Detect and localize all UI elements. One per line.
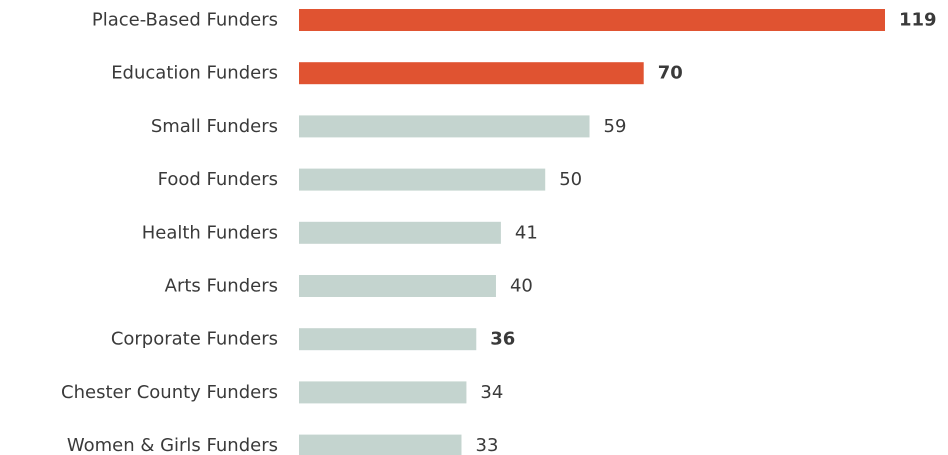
bar-corporate-funders [299,328,477,351]
bar-place-based-funders [299,9,885,31]
category-label-women-and-girls-funders: Women & Girls Funders [67,435,278,455]
value-label-education-funders: 70 [658,63,683,84]
bar-education-funders [299,62,644,85]
bar-small-funders [299,115,590,138]
value-label-arts-funders: 40 [510,276,533,297]
category-label-health-funders: Health Funders [142,222,278,243]
category-label-education-funders: Education Funders [111,63,278,84]
category-label-small-funders: Small Funders [151,116,278,137]
value-label-chester-county-funders: 34 [480,382,503,403]
bar-chester-county-funders [299,381,467,404]
value-label-health-funders: 41 [515,222,538,243]
bar-arts-funders [299,275,496,297]
value-label-food-funders: 50 [559,169,582,190]
value-labels: 119 70 59 50 41 40 36 34 33 [476,10,937,455]
bar-health-funders [299,221,501,244]
value-label-corporate-funders: 36 [490,329,515,350]
value-label-women-and-girls-funders: 33 [476,435,499,455]
bar-food-funders [299,168,546,191]
value-label-small-funders: 59 [604,116,627,137]
value-label-place-based-funders: 119 [899,10,937,31]
bars [299,9,885,455]
category-label-food-funders: Food Funders [158,169,278,190]
category-label-place-based-funders: Place-Based Funders [92,10,278,31]
category-labels: Place-Based Funders Education Funders Smal… [61,10,278,455]
category-label-corporate-funders: Corporate Funders [111,329,278,350]
bar-women-and-girls-funders [299,434,462,455]
category-label-chester-county-funders: Chester County Funders [61,382,278,403]
category-label-arts-funders: Arts Funders [165,276,278,297]
